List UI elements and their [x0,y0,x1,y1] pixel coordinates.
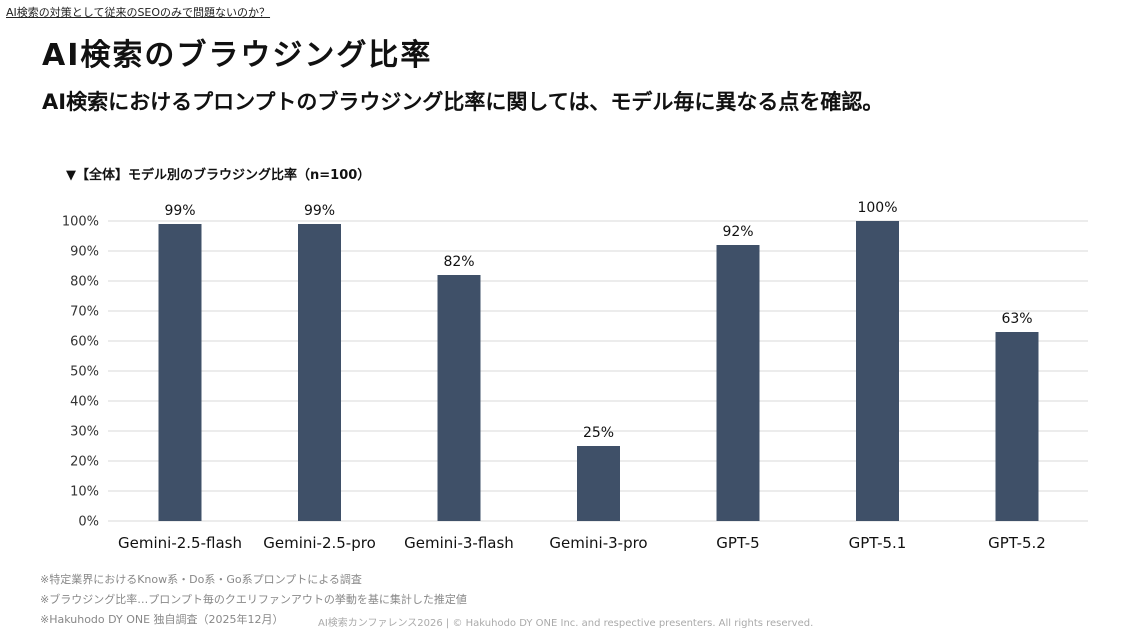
x-tick-label: Gemini-2.5-pro [263,534,376,552]
y-tick-label: 80% [70,275,99,290]
y-tick-label: 60% [70,335,99,350]
y-tick-label: 30% [70,425,99,440]
bar [716,245,760,521]
bar [856,221,899,521]
x-tick-label: Gemini-3-flash [404,534,514,552]
y-tick-label: 100% [62,215,99,230]
x-tick-label: GPT-5 [716,534,759,552]
data-label: 99% [304,203,335,219]
copyright: AI検索カンファレンス2026 | © Hakuhodo DY ONE Inc.… [318,618,814,629]
data-label: 100% [857,200,897,216]
data-label: 25% [583,425,614,441]
y-tick-label: 50% [70,365,99,380]
bar [995,332,1039,521]
chart-title: ▼【全体】モデル別のブラウジング比率（n=100） [66,168,371,183]
breadcrumb[interactable]: AI検索の対策として従来のSEOのみで問題ないのか？ [6,6,271,19]
data-label: 82% [443,254,474,270]
x-tick-label: GPT-5.1 [849,534,907,552]
data-label: 92% [722,224,753,240]
bar [158,224,202,521]
y-tick-label: 90% [70,245,99,260]
y-tick-label: 70% [70,305,99,320]
footnote-1: ※特定業界におけるKnow系・Do系・Go系プロンプトによる調査 [40,573,362,586]
footnote-3: ※Hakuhodo DY ONE 独自調査（2025年12月） [40,613,284,626]
data-label: 63% [1001,311,1032,327]
page-title: AI検索のブラウジング比率 [42,38,433,73]
bar [298,224,341,521]
bar [577,446,620,521]
y-tick-label: 0% [78,515,99,530]
bar [437,275,481,521]
x-tick-label: Gemini-3-pro [549,534,647,552]
y-tick-label: 40% [70,395,99,410]
y-tick-label: 20% [70,455,99,470]
page-subtitle: AI検索におけるプロンプトのブラウジング比率に関しては、モデル毎に異なる点を確認… [42,90,884,114]
x-tick-label: GPT-5.2 [988,534,1046,552]
footnote-2: ※ブラウジング比率…プロンプト毎のクエリファンアウトの挙動を基に集計した推定値 [40,593,467,606]
x-tick-label: Gemini-2.5-flash [118,534,242,552]
data-label: 99% [164,203,195,219]
footnotes: ※特定業界におけるKnow系・Do系・Go系プロンプトによる調査 ※ブラウジング… [40,570,467,630]
y-tick-label: 10% [70,485,99,500]
